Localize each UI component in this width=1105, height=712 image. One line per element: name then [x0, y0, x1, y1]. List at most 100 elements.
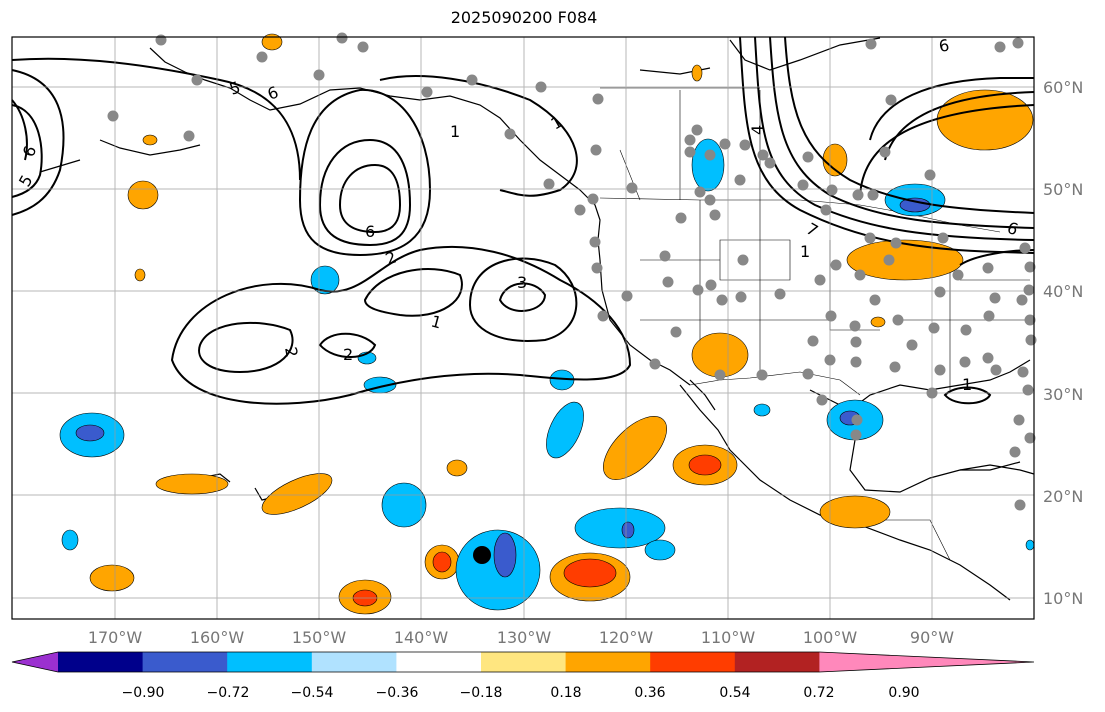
- station-dot: [883, 254, 895, 266]
- lon-label: 100°W: [803, 628, 858, 647]
- station-dot: [757, 149, 769, 161]
- map-title: 2025090200 F084: [450, 8, 598, 27]
- colorbar-swatch: [734, 652, 820, 672]
- station-dot: [191, 74, 203, 86]
- lat-label: 20°N: [1043, 487, 1083, 506]
- station-dot: [814, 274, 826, 286]
- colorbar-tick-label: 0.18: [550, 685, 581, 701]
- station-dot: [960, 324, 972, 336]
- station-dot: [889, 361, 901, 373]
- contour-label: 1: [962, 375, 972, 394]
- station-dot: [1024, 261, 1036, 273]
- station-dot: [934, 286, 946, 298]
- station-dot: [684, 134, 696, 146]
- lon-label: 110°W: [701, 628, 756, 647]
- colorbar: [11, 651, 1035, 673]
- colorbar-swatch: [311, 652, 397, 672]
- station-dot: [1023, 284, 1035, 296]
- lat-label: 30°N: [1043, 385, 1083, 404]
- contour-lines: [11, 36, 1035, 405]
- station-dot: [1016, 294, 1028, 306]
- lon-label: 90°W: [910, 628, 954, 647]
- lat-label: 10°N: [1043, 589, 1083, 608]
- colorbar-swatch: [481, 652, 567, 672]
- station-dot: [670, 326, 682, 338]
- station-dot: [543, 178, 555, 190]
- colorbar-swatch: [142, 652, 228, 672]
- contour-label: 2: [343, 345, 353, 364]
- station-dot: [735, 291, 747, 303]
- station-markers: [107, 32, 1037, 511]
- station-dot: [535, 81, 547, 93]
- longitude-labels: 170°W 160°W 150°W 140°W 130°W 120°W 110°…: [88, 628, 954, 647]
- lon-label: 150°W: [292, 628, 347, 647]
- station-dot: [1024, 432, 1036, 444]
- station-dot: [574, 204, 586, 216]
- colorbar-tick-label: −0.36: [376, 685, 419, 701]
- contour-label: 1: [429, 312, 444, 333]
- station-dot: [990, 364, 1002, 376]
- colorbar-tick-label: 0.36: [634, 685, 665, 701]
- station-dot: [850, 429, 862, 441]
- colorbar-tick-label: 0.90: [888, 685, 919, 701]
- station-dot: [865, 38, 877, 50]
- station-dot: [830, 259, 842, 271]
- contour-label: 3: [517, 273, 527, 292]
- station-dot: [357, 41, 369, 53]
- contour-label: 6: [937, 35, 950, 55]
- station-dot: [826, 184, 838, 196]
- map-frame: [11, 36, 1035, 620]
- station-dot: [313, 69, 325, 81]
- station-dot: [1025, 334, 1037, 346]
- station-dot: [421, 86, 433, 98]
- station-dot: [716, 294, 728, 306]
- station-dot: [704, 149, 716, 161]
- lon-label: 170°W: [88, 628, 143, 647]
- colorbar-outline: [11, 651, 1035, 673]
- station-dot: [926, 387, 938, 399]
- latitude-labels: 10°N 20°N 30°N 40°N 50°N 60°N: [1043, 78, 1083, 608]
- station-dot: [256, 51, 268, 63]
- station-dot: [675, 212, 687, 224]
- colorbar-tick-label: −0.18: [460, 685, 503, 701]
- colorbar-tick-label: −0.54: [291, 685, 334, 701]
- colorbar-tick-label: 0.54: [719, 685, 750, 701]
- colorbar-swatch: [650, 652, 736, 672]
- gridlines: [12, 37, 1034, 619]
- station-dot: [854, 269, 866, 281]
- station-dot: [906, 339, 918, 351]
- contour-label: 6: [365, 222, 375, 241]
- colorbar-tick-label: 0.72: [803, 685, 834, 701]
- station-dot: [1012, 37, 1024, 49]
- station-dot: [989, 292, 1001, 304]
- lon-label: 160°W: [190, 628, 245, 647]
- station-dot: [1014, 499, 1026, 511]
- station-dot: [885, 94, 897, 106]
- colorbar-swatch: [227, 652, 313, 672]
- station-dot: [626, 182, 638, 194]
- station-dot: [714, 369, 726, 381]
- colorbar-tick-label: −0.90: [122, 685, 165, 701]
- storm-center-marker: [473, 546, 491, 564]
- station-dot: [983, 310, 995, 322]
- station-dot: [621, 290, 633, 302]
- station-dot: [807, 335, 819, 347]
- anomaly-fills: [59, 33, 1035, 615]
- station-dot: [704, 194, 716, 206]
- station-dot: [739, 139, 751, 151]
- station-dot: [155, 34, 167, 46]
- station-dot: [959, 356, 971, 368]
- contour-label: 1: [450, 122, 460, 141]
- station-dot: [1022, 384, 1034, 396]
- lon-label: 130°W: [497, 628, 552, 647]
- station-dot: [719, 138, 731, 150]
- station-dot: [691, 124, 703, 136]
- colorbar-extend-min: [12, 652, 58, 672]
- contour-label: 1: [800, 242, 810, 261]
- station-dot: [850, 356, 862, 368]
- map-area[interactable]: 1 1 1 2 2 2 3 5 6 6 6 6 5 4 7 1 6 1: [11, 32, 1037, 620]
- lat-label: 40°N: [1043, 282, 1083, 301]
- station-dot: [591, 262, 603, 274]
- station-dot: [709, 209, 721, 221]
- station-dot: [820, 204, 832, 216]
